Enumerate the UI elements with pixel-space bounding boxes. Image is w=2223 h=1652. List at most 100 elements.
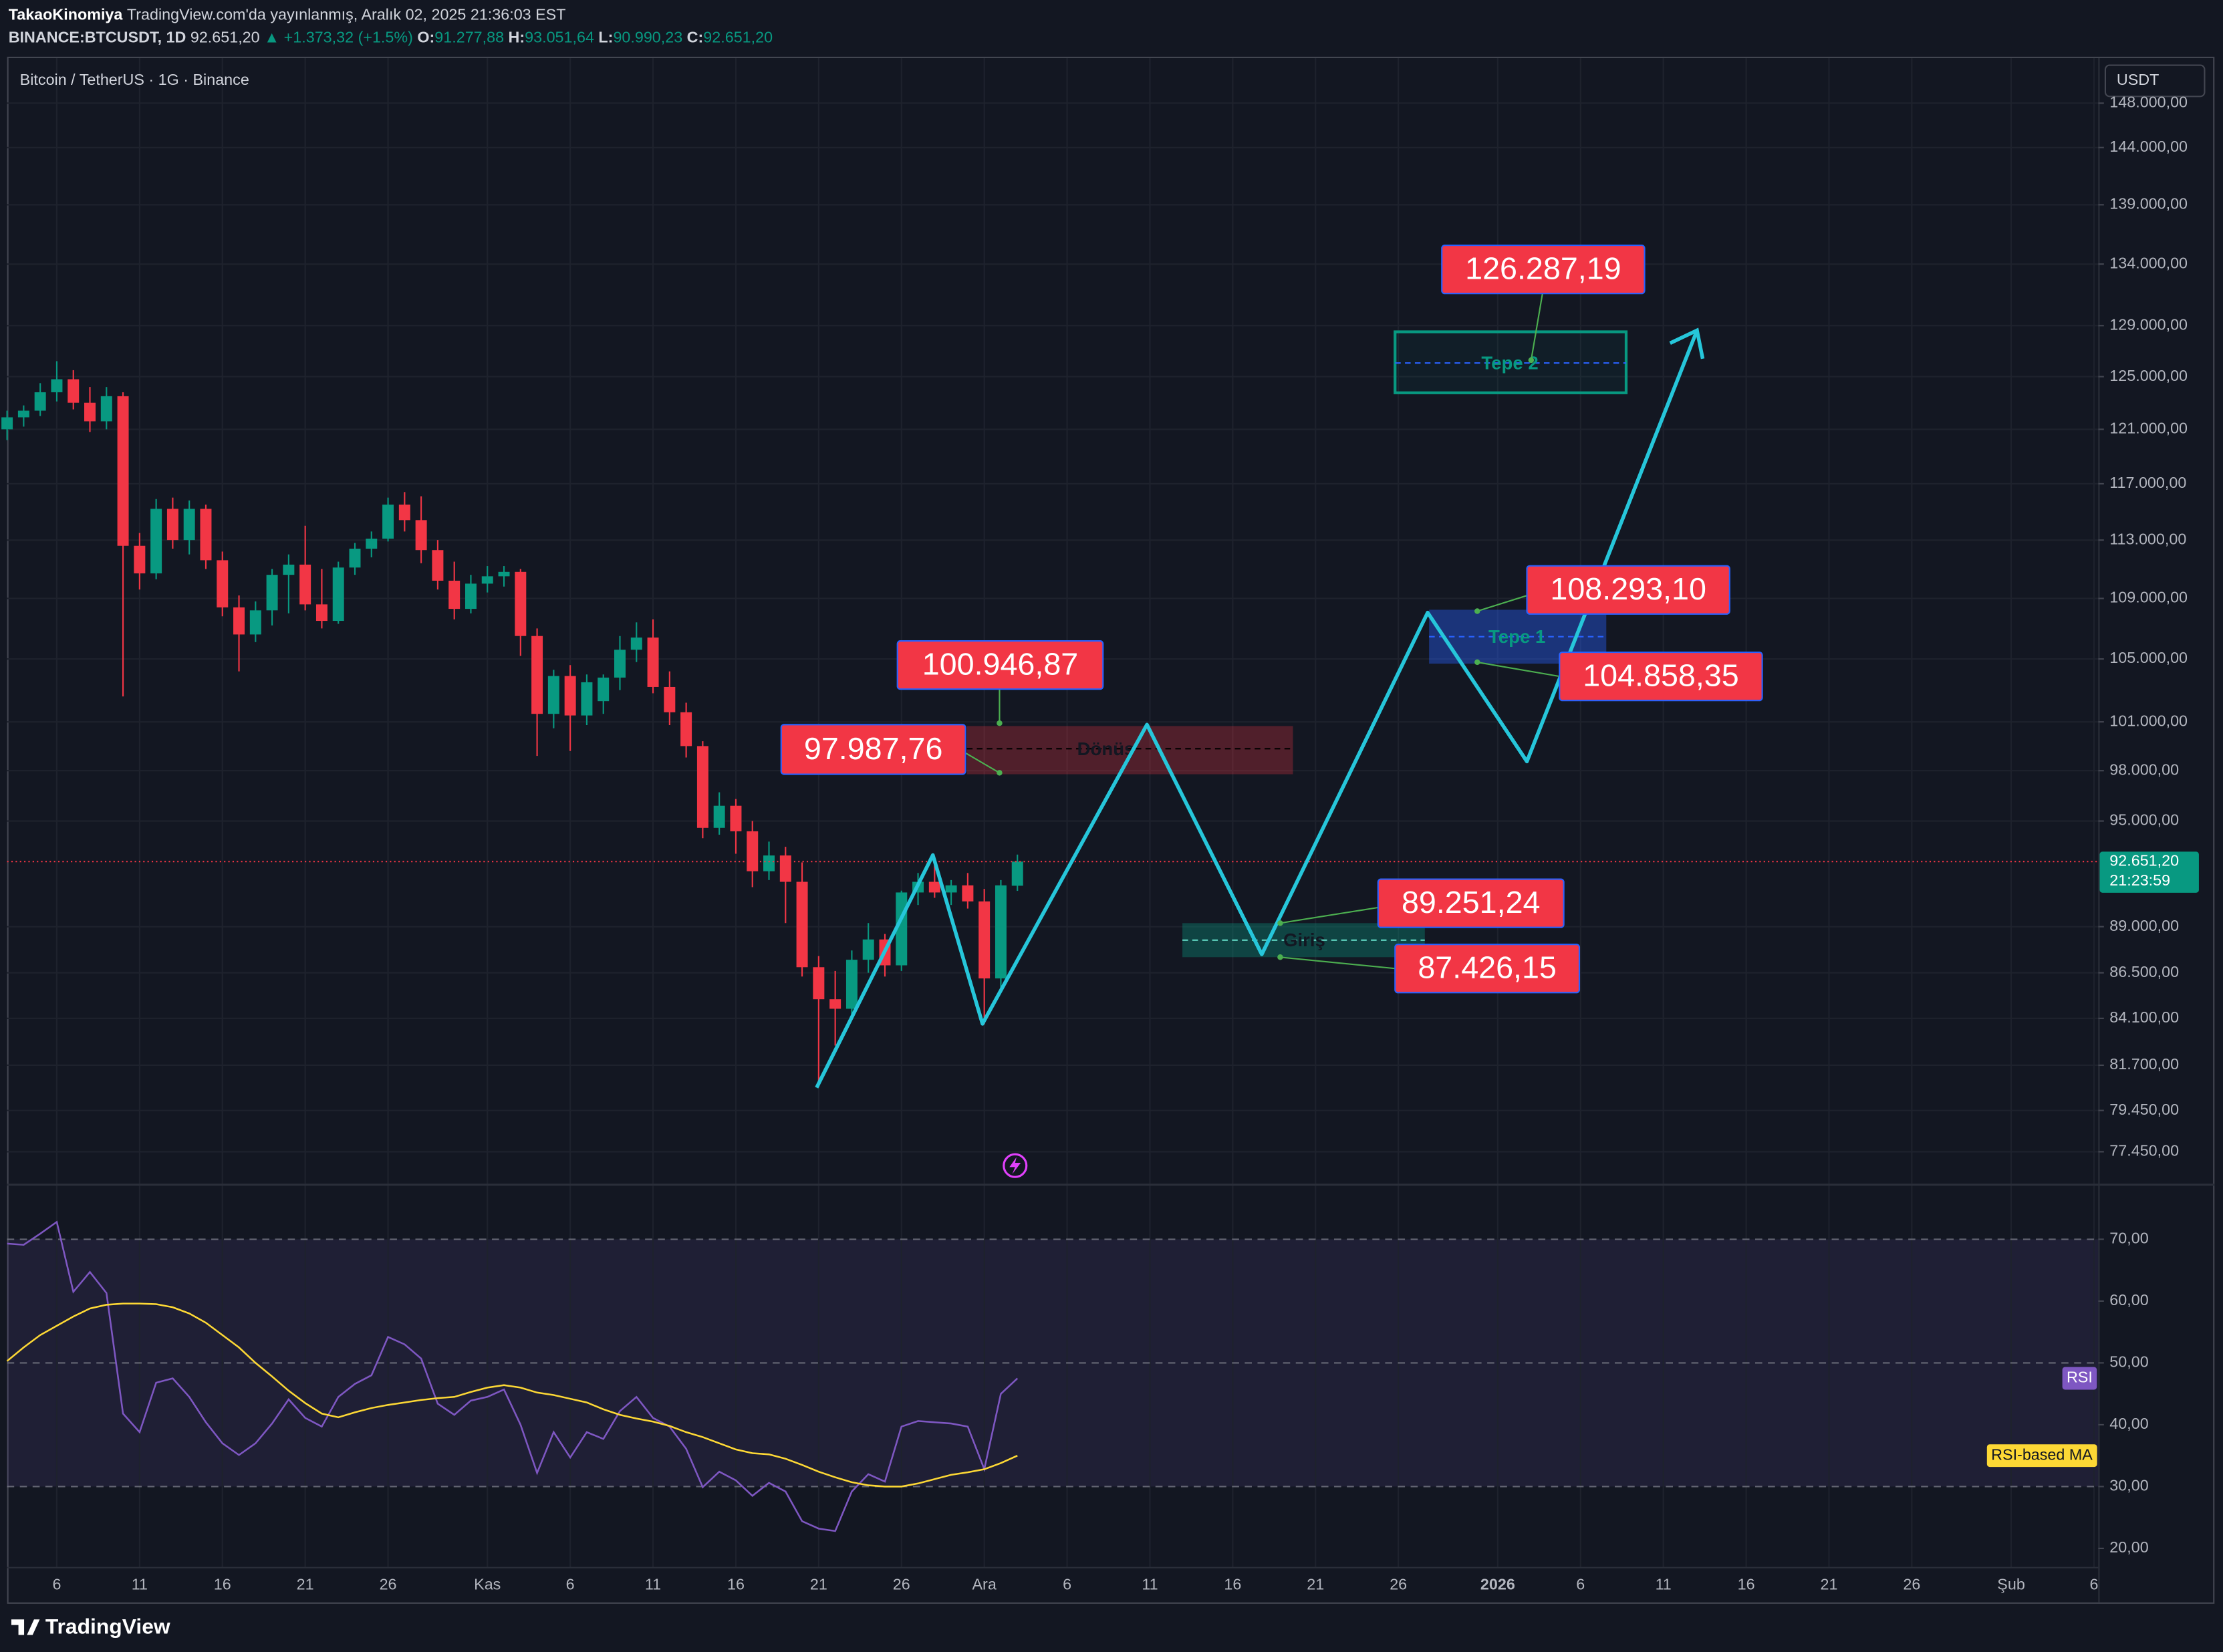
y-tick-label: 139.000,00 — [2109, 195, 2188, 213]
close: 92.651,20 — [703, 28, 773, 45]
published: TradingView.com'da yayınlanmış, Aralık 0… — [127, 5, 566, 23]
x-tick-label: 6 — [2089, 1575, 2098, 1593]
event-icon[interactable] — [1003, 1153, 1028, 1178]
x-tick-label: Şub — [1997, 1575, 2025, 1593]
x-tick-label: 26 — [1903, 1575, 1920, 1593]
zone-label: Giriş — [1283, 930, 1325, 950]
candle-body — [962, 885, 974, 902]
candle-body — [664, 686, 676, 712]
leader — [1530, 293, 1543, 361]
label-box — [896, 640, 1104, 690]
y-tick-label: 121.000,00 — [2109, 420, 2188, 437]
last-price-box — [2099, 851, 2199, 893]
candle-body — [813, 967, 825, 1000]
marks — [1, 361, 2099, 1532]
x-tick-label: 16 — [727, 1575, 745, 1593]
candle-body — [928, 881, 940, 893]
x-tick-label: 26 — [380, 1575, 397, 1593]
y-tick-label: 30,00 — [2109, 1477, 2148, 1494]
label-box — [1394, 944, 1581, 994]
chart-frame — [7, 56, 2215, 1604]
price-label: 100.946,87 — [922, 647, 1078, 682]
candle-body — [564, 676, 576, 716]
indicator-line — [6, 1302, 1018, 1488]
y-tick-label: 20,00 — [2109, 1538, 2148, 1556]
y-tick-label: 84.100,00 — [2109, 1008, 2179, 1026]
h-label: H: — [509, 28, 525, 45]
y-tick-label: 81.700,00 — [2109, 1055, 2179, 1073]
candle-body — [283, 564, 295, 575]
zone-label: Dönüş — [1077, 738, 1135, 759]
symbol-line: BINANCE:BTCUSDT, 1D 92.651,20 ▲ +1.373,3… — [9, 28, 773, 45]
candle-body — [547, 676, 559, 714]
grid — [7, 57, 2099, 1567]
candle-body — [581, 682, 593, 716]
x-tick-label: 11 — [1142, 1575, 1158, 1593]
candle-body — [862, 939, 874, 960]
x-tick-label: 16 — [1224, 1575, 1241, 1593]
indicator-line — [7, 1220, 1019, 1532]
candle-body — [415, 520, 427, 551]
last-price-label: 92.651,20 — [2109, 851, 2179, 869]
x-tick-label: Ara — [972, 1575, 997, 1593]
currency-box[interactable] — [2104, 64, 2206, 98]
candle-body — [763, 855, 775, 871]
leader — [964, 752, 1000, 774]
candle-body — [51, 379, 63, 392]
label-box — [1559, 652, 1763, 702]
y-tick-label: 95.000,00 — [2109, 811, 2179, 829]
c-label: C: — [687, 28, 704, 45]
candle-body — [315, 604, 328, 622]
indicator-tag: RSI — [2067, 1369, 2093, 1386]
zone-label: Tepe 1 — [1488, 626, 1545, 647]
candle-body — [332, 567, 344, 622]
x-tick-label: Kas — [474, 1575, 501, 1593]
x-tick-label: 11 — [132, 1575, 148, 1593]
x-tick-label: 6 — [52, 1575, 61, 1593]
y-tick-label: 60,00 — [2109, 1291, 2148, 1309]
x-tick-label: 6 — [566, 1575, 575, 1593]
candle-body — [696, 746, 708, 828]
label-box — [1441, 245, 1646, 295]
candle-body — [366, 539, 378, 549]
x-tick-label: 16 — [214, 1575, 231, 1593]
price-label-boxes — [780, 245, 1763, 994]
candle-body — [796, 881, 808, 968]
candle-body — [531, 636, 543, 714]
candle-body — [100, 396, 112, 422]
candle-body — [84, 402, 96, 422]
candle-body — [233, 607, 245, 635]
candle-body — [249, 610, 261, 635]
candle-body — [150, 509, 162, 573]
y-tick-label: 98.000,00 — [2109, 761, 2179, 778]
low: 90.990,23 — [613, 28, 682, 45]
x-tick-label: 11 — [1656, 1575, 1672, 1593]
indicator-tag-box — [1986, 1444, 2097, 1468]
indicator-tag-box — [2062, 1367, 2097, 1390]
y-tick-label: 113.000,00 — [2109, 530, 2186, 547]
event-icon-bolt — [1009, 1157, 1021, 1174]
y-tick-label: 125.000,00 — [2109, 367, 2188, 384]
price-label: 108.293,10 — [1550, 571, 1706, 606]
x-tick-label: 21 — [1307, 1575, 1324, 1593]
candle-body — [498, 571, 510, 577]
price: 92.651,20 — [190, 28, 260, 45]
candle-body — [398, 505, 410, 521]
candle-body — [349, 549, 361, 568]
footer-brand: TradingView — [45, 1614, 170, 1638]
candle-body — [829, 999, 841, 1009]
candle-body — [17, 410, 29, 418]
header-line: TakaoKinomiya TradingView.com'da yayınla… — [9, 5, 566, 23]
candle-body — [730, 805, 742, 831]
price-label: 87.426,15 — [1418, 950, 1557, 985]
price-label: 97.987,76 — [804, 731, 943, 766]
symbol: BINANCE:BTCUSDT, 1D — [9, 28, 186, 45]
leader — [1477, 661, 1560, 678]
candle-body — [217, 560, 229, 607]
candle-body — [614, 650, 626, 678]
y-tick-label: 40,00 — [2109, 1415, 2148, 1432]
label-box — [1526, 565, 1730, 615]
dot — [1474, 659, 1480, 666]
author: TakaoKinomiya — [9, 5, 124, 23]
label-box — [1377, 878, 1565, 928]
